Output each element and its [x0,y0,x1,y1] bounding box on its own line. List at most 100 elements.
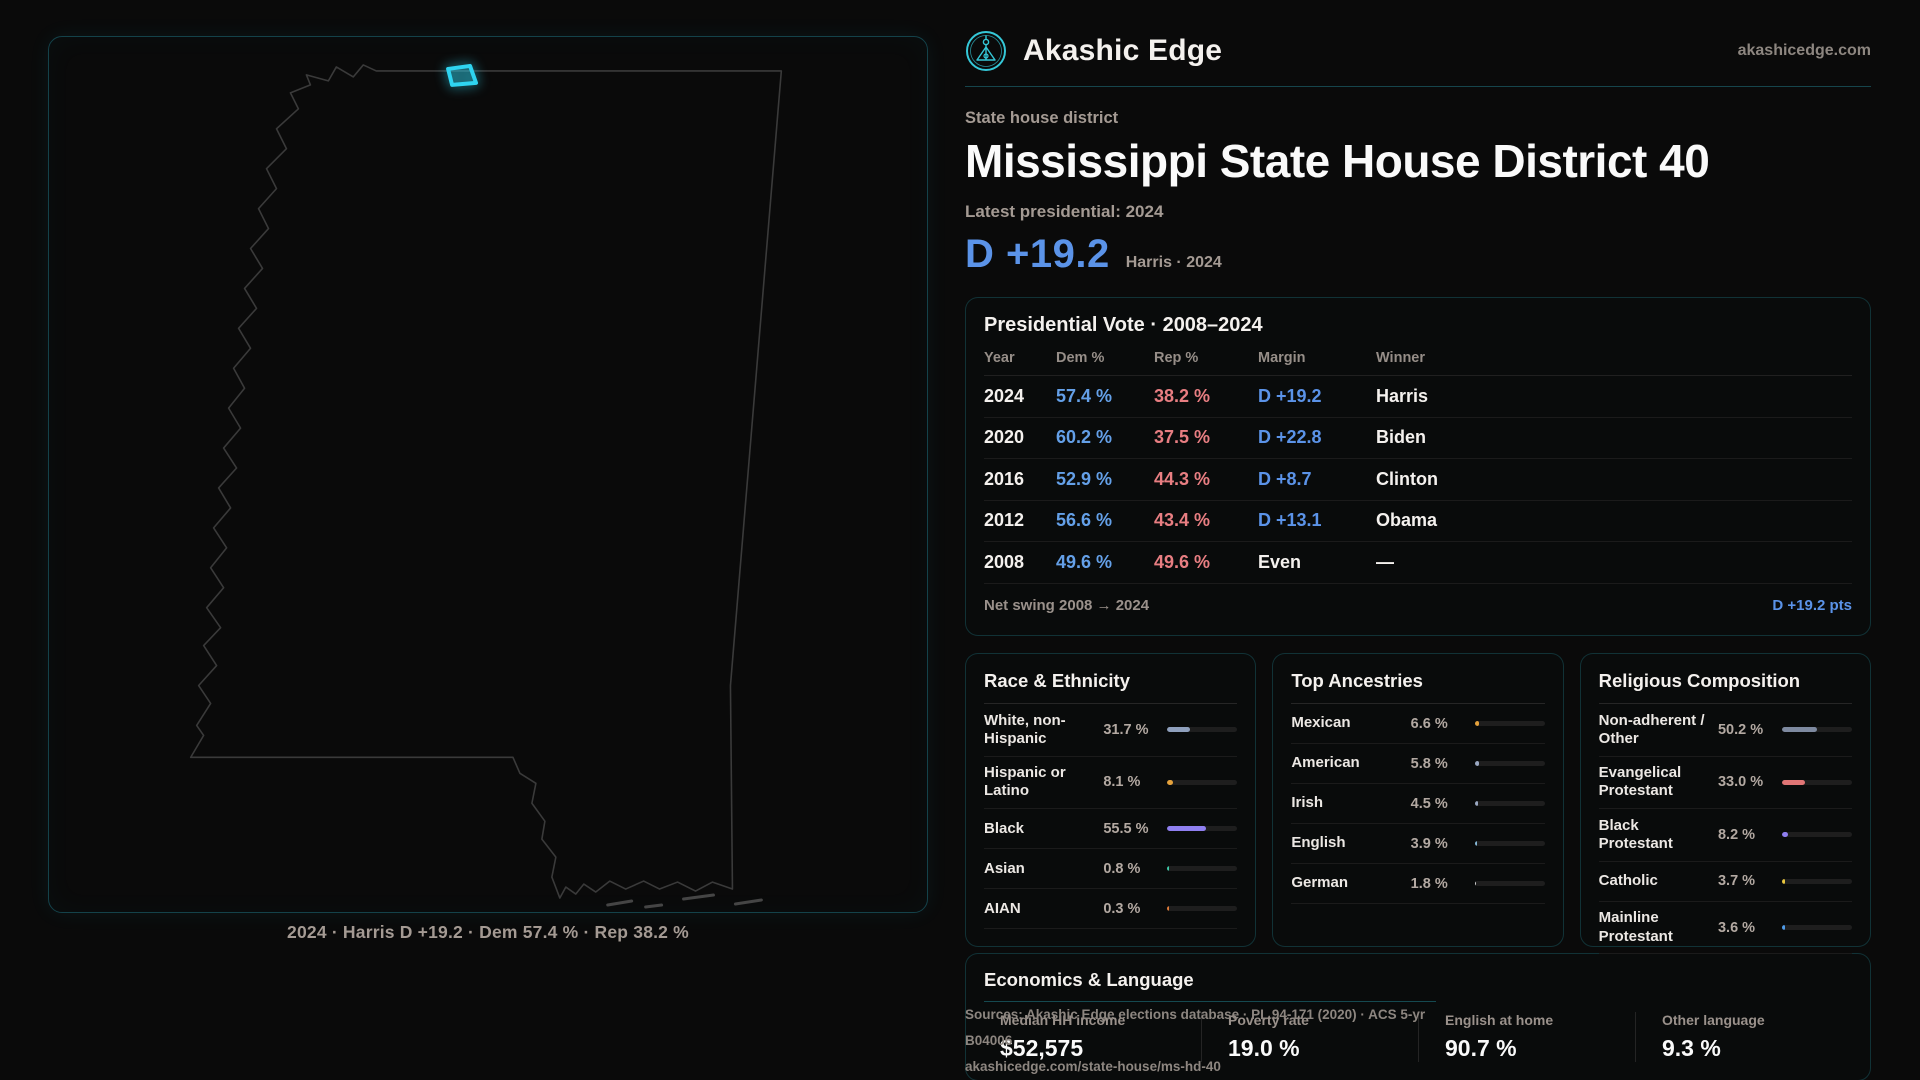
item-value: 50.2 % [1717,721,1764,738]
list-item: English 3.9 % [1291,824,1545,864]
akashic-edge-logo-icon [966,31,1006,71]
item-value: 0.3 % [1103,900,1141,917]
stat-value: $52,575 [1000,1035,1084,1061]
year-cell: 2020 [984,427,1025,448]
item-value: 31.7 % [1103,721,1149,738]
item-label: German [1291,874,1349,892]
col-dem: Dem % [1056,350,1105,366]
item-label: Asian [984,859,1025,877]
map-caption: 2024 · Harris D +19.2 · Dem 57.4 % · Rep… [287,922,689,942]
stat-median-hh-income: Median HH income $52,575 [984,1012,1201,1062]
winner-cell: Obama [1376,510,1438,531]
winner-cell: — [1376,551,1394,572]
headline-margin: D +19.2 Harris · 2024 [965,232,1871,277]
list-item: Mainline Protestant 3.6 % [1598,902,1852,955]
dem-cell: 49.6 % [1056,551,1113,572]
item-label: White, non-Hispanic [984,711,1066,747]
list-item: Black Protestant 8.2 % [1598,809,1852,862]
list-item: Asian 0.8 % [984,849,1238,890]
item-label: Hispanic or Latino [984,764,1066,800]
stat-value: 19.0 % [1228,1035,1300,1061]
district-40-highlight [446,63,479,87]
list-item: Black 55.5 % [984,809,1238,850]
dem-cell: 60.2 % [1056,427,1113,448]
item-value: 5.8 % [1410,755,1448,772]
page-title: Mississippi State House District 40 [965,135,1710,187]
panel-title: Top Ancestries [1291,670,1545,704]
brand-header: Akashic Edge akashicedge.com [965,0,1871,72]
year-cell: 2012 [984,510,1025,531]
table-row: 2016 52.9 % 44.3 % D +8.7 Clinton [984,459,1852,501]
list-item: Hispanic or Latino 8.1 % [984,757,1238,810]
stat-label: Median HH income [1000,1012,1126,1028]
stat-english-at-home: English at home 90.7 % [1418,1012,1635,1062]
vote-table-title: Presidential Vote · 2008–2024 [984,314,1263,336]
rep-cell: 38.2 % [1154,385,1211,406]
mini-bar [1781,727,1852,733]
item-label: Evangelical Protestant [1598,764,1682,800]
item-label: Black [984,819,1025,837]
col-winner: Winner [1376,350,1426,366]
list-item: Non-adherent / Other 50.2 % [1598,704,1852,757]
list-item: American 5.8 % [1291,744,1545,784]
panel-title: Race & Ethnicity [984,670,1238,704]
margin-cell: D +8.7 [1258,468,1312,489]
religious-composition-panel: Religious Composition Non-adherent / Oth… [1579,653,1871,955]
mini-bar [1781,832,1852,838]
district-map-card [48,36,928,913]
margin-cell: D +22.8 [1258,427,1322,448]
barrier-islands [606,893,763,909]
rep-cell: 43.4 % [1154,510,1211,531]
table-row: 2008 49.6 % 49.6 % Even — [984,542,1852,584]
stat-value: 90.7 % [1445,1035,1517,1061]
dem-cell: 52.9 % [1056,468,1113,489]
winner-cell: Biden [1376,427,1427,448]
item-label: English [1291,834,1346,852]
mini-bar [1474,881,1545,886]
item-label: Non-adherent / Other [1598,711,1705,747]
item-value: 0.8 % [1103,860,1141,877]
dem-cell: 56.6 % [1056,510,1113,531]
presidential-vote-panel: Presidential Vote · 2008–2024 Year Dem %… [965,297,1871,636]
table-row: 2012 56.6 % 43.4 % D +13.1 Obama [984,501,1852,542]
vote-table-header: Year Dem % Rep % Margin Winner [984,350,1852,376]
net-swing-label: Net swing 2008 → 2024 [984,596,1150,614]
list-item: Catholic 3.7 % [1598,862,1852,902]
list-item: Mexican 6.6 % [1291,704,1545,744]
item-value: 55.5 % [1103,820,1149,837]
panel-title: Religious Composition [1598,670,1852,704]
winner-cell: Clinton [1376,468,1438,489]
margin-cell: D +19.2 [1258,385,1322,406]
net-swing-row: Net swing 2008 → 2024 D +19.2 pts [984,584,1852,627]
rep-cell: 44.3 % [1154,468,1211,489]
item-value: 3.6 % [1717,919,1756,936]
item-value: 8.2 % [1717,826,1756,843]
col-year: Year [984,350,1015,366]
mini-bar [1474,721,1545,726]
rep-cell: 37.5 % [1154,427,1211,448]
item-label: Mexican [1291,714,1351,732]
table-row: 2024 57.4 % 38.2 % D +19.2 Harris [984,376,1852,418]
stat-label: English at home [1445,1012,1554,1028]
econ-divider [984,1001,1436,1002]
mini-bar [1781,779,1852,785]
stat-poverty-rate: Poverty rate 19.0 % [1201,1012,1418,1062]
brand-url-link[interactable]: akashicedge.com [1737,42,1871,59]
top-ancestries-panel: Top Ancestries Mexican 6.6 % American 5.… [1272,653,1564,947]
stat-label: Other language [1662,1012,1765,1028]
mini-bar [1167,826,1238,832]
econ-stats: Median HH income $52,575 Poverty rate 19… [984,1012,1852,1062]
list-item: German 1.8 % [1291,864,1545,904]
mini-bar [1167,866,1238,872]
mini-bar [1781,878,1852,884]
margin-value: D +19.2 [965,232,1110,276]
table-row: 2020 60.2 % 37.5 % D +22.8 Biden [984,418,1852,459]
item-value: 33.0 % [1717,774,1764,791]
item-label: American [1291,754,1360,772]
year-cell: 2016 [984,468,1025,489]
stat-value: 9.3 % [1662,1035,1721,1061]
state-outline [189,64,783,899]
mini-bar [1474,841,1545,846]
stat-label: Poverty rate [1228,1012,1309,1028]
